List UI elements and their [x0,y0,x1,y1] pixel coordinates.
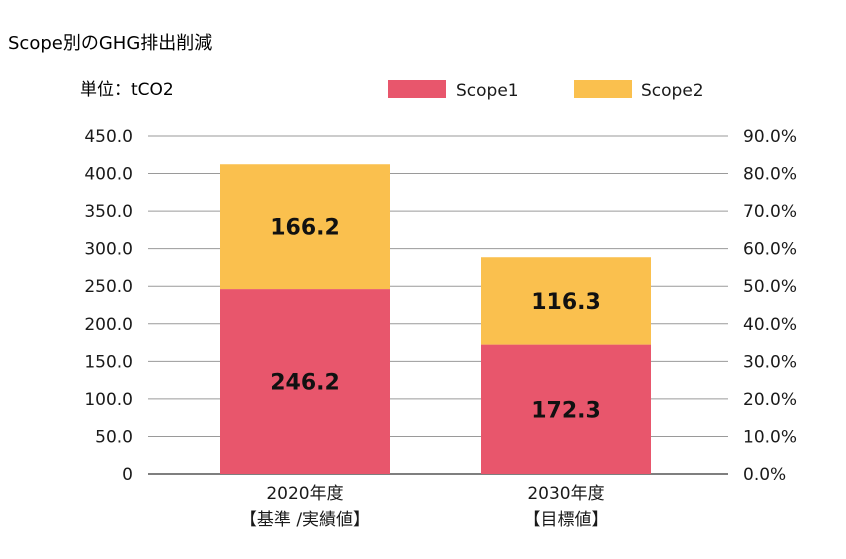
chart-title: Scope別のGHG排出削減 [8,33,212,54]
y-tick-label: 150.0 [84,352,133,372]
y-axis-left: 0 50.0 100.0 150.0 200.0 250.0 300.0 350.0 400.0… [84,127,133,485]
x-tick-label: 【基準 /実績値】 [240,510,370,530]
y2-tick-label: 40.0% [743,315,797,335]
y2-tick-label: 30.0% [743,352,797,372]
legend: Scope1 Scope2 [388,80,704,101]
y-axis-right: 0.0% 10.0% 20.0% 30.0% 40.0% 50.0% 60.0% 70.0% 8… [743,127,797,485]
data-label: 116.3 [531,290,601,315]
y-tick-label: 400.0 [84,165,133,185]
x-tick-label: 【目標値】 [524,510,609,530]
y2-tick-label: 50.0% [743,277,797,297]
y-tick-label: 200.0 [84,315,133,335]
legend-label: Scope2 [641,81,704,101]
legend-label: Scope1 [456,81,519,101]
legend-swatch-scope1 [388,80,446,98]
y2-tick-label: 10.0% [743,427,797,447]
bar-scope1-1 [481,344,651,474]
y-tick-label: 100.0 [84,390,133,410]
y-tick-label: 50.0 [95,427,133,447]
bar-scope2-1 [481,257,651,345]
bar-scope1-0 [220,289,390,474]
unit-label: 単位：tCO2 [80,80,174,100]
y2-tick-label: 0.0% [743,465,786,485]
y-tick-label: 250.0 [84,277,133,297]
y2-tick-label: 20.0% [743,390,797,410]
data-label: 166.2 [270,216,340,241]
bar-scope2-0 [220,164,390,290]
x-axis: 2020年度【基準 /実績値】 2030年度【目標値】 [240,484,609,530]
bars: 246.2 166.2 172.3 116.3 [220,164,651,474]
legend-swatch-scope2 [574,80,632,98]
data-label: 172.3 [531,398,601,423]
y2-tick-label: 70.0% [743,202,797,222]
x-tick-label: 2030年度 [527,484,604,504]
y-tick-label: 300.0 [84,240,133,260]
y-tick-label: 0 [122,465,133,485]
y2-tick-label: 90.0% [743,127,797,147]
x-tick-label: 2020年度 [266,484,343,504]
y-tick-label: 450.0 [84,127,133,147]
y2-tick-label: 60.0% [743,240,797,260]
y-tick-label: 350.0 [84,202,133,222]
y2-tick-label: 80.0% [743,165,797,185]
data-label: 246.2 [270,371,340,396]
